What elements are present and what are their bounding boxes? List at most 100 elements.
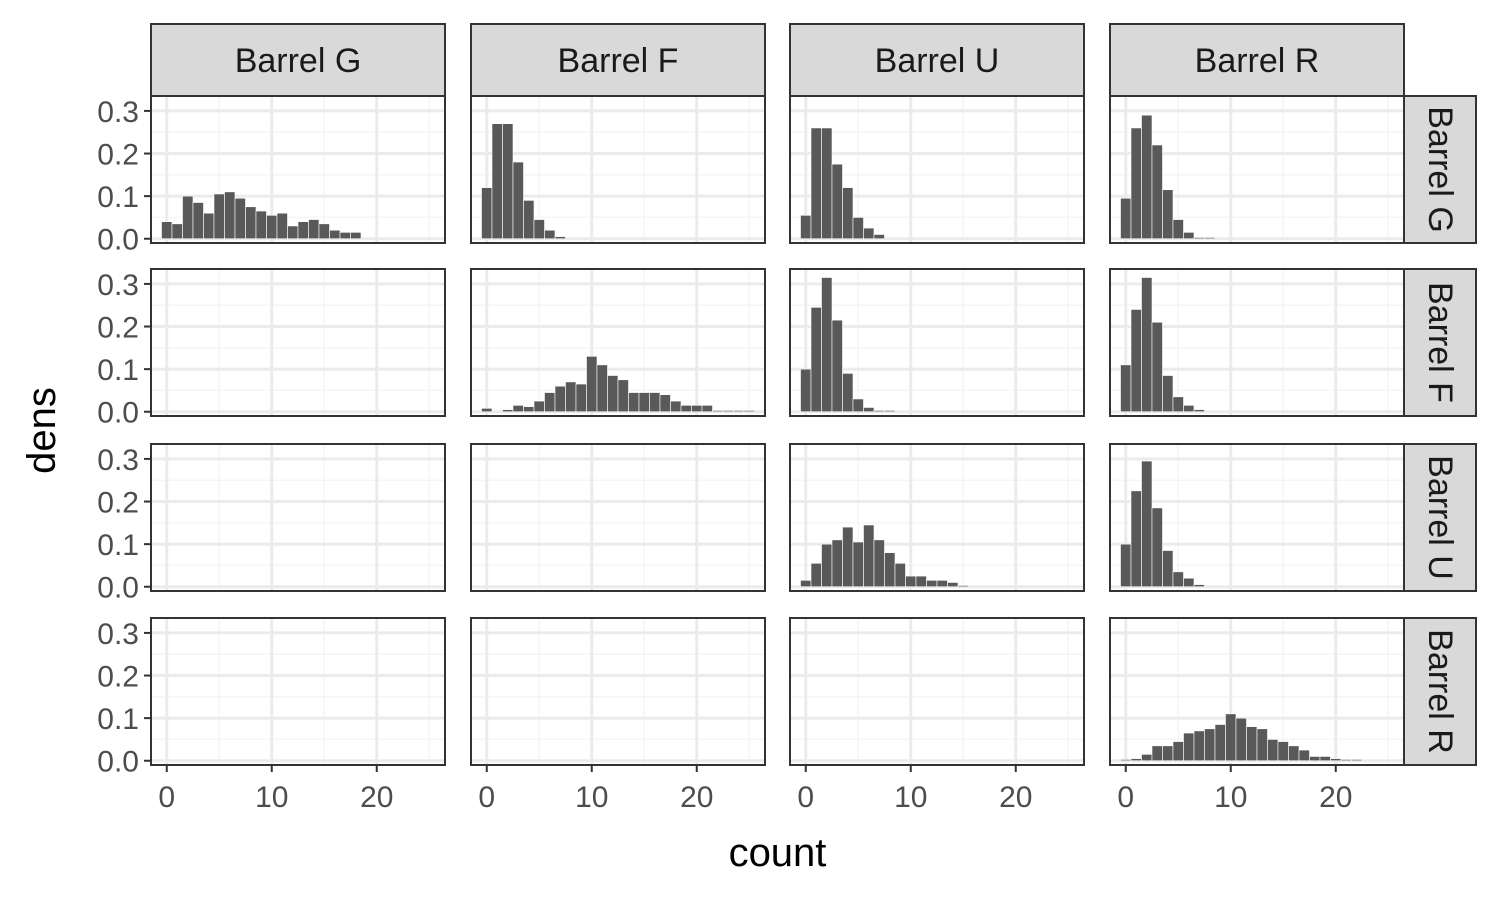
facet-panel: [1109, 268, 1405, 417]
histogram-bar: [213, 193, 225, 240]
y-axis-title: dens: [20, 387, 64, 474]
histogram-bar: [1172, 396, 1184, 413]
panel-border: [789, 268, 1085, 417]
facet-panel: [1109, 443, 1405, 592]
histogram-bar: [255, 210, 267, 240]
histogram-bar: [1162, 189, 1174, 240]
histogram-bar: [1309, 756, 1321, 762]
histogram-bar: [873, 234, 885, 240]
column-strip: [1109, 23, 1405, 97]
y-tick-label: 0.2: [97, 139, 139, 172]
histogram-bar: [203, 212, 215, 240]
histogram-bar: [1162, 550, 1174, 588]
histogram-bar: [266, 215, 278, 240]
y-tick-label: 0.1: [97, 703, 139, 736]
histogram-bar: [523, 406, 535, 413]
histogram-bar: [873, 539, 885, 588]
histogram-bar: [863, 227, 875, 240]
panel-background: [151, 269, 445, 416]
panel-border: [150, 95, 446, 244]
histogram-bar: [733, 410, 745, 413]
histogram-bar: [350, 232, 362, 240]
histogram-bar: [1277, 741, 1289, 762]
x-tick-label: 20: [680, 781, 713, 814]
histogram-bar: [1130, 127, 1142, 240]
y-tick-label: 0.0: [97, 746, 139, 779]
histogram-bar: [1214, 724, 1226, 762]
x-tick-label: 0: [478, 781, 495, 814]
histogram-bar: [308, 219, 320, 240]
histogram-bar: [1351, 759, 1363, 762]
histogram-bar: [554, 236, 566, 240]
y-tick-label: 0.3: [97, 269, 139, 302]
histogram-bar: [852, 541, 864, 588]
histogram-bar: [1130, 490, 1142, 588]
histogram-bar: [276, 212, 288, 240]
y-tick-label: 0.3: [97, 96, 139, 129]
panel-border: [470, 95, 766, 244]
panel-border: [1109, 617, 1405, 766]
facet-panel: [789, 617, 1085, 766]
row-strip: [1403, 443, 1477, 592]
y-tick-label: 0.3: [97, 444, 139, 477]
facet-panel: [1109, 617, 1405, 766]
histogram-bar: [701, 405, 713, 413]
histogram-bar: [1183, 405, 1195, 413]
histogram-bar: [1120, 364, 1132, 413]
histogram-bar: [821, 127, 833, 240]
x-tick-label: 10: [894, 781, 927, 814]
histogram-bar: [1193, 409, 1205, 413]
histogram-bar: [554, 385, 566, 413]
row-strip-label: Barrel U: [1421, 455, 1459, 580]
histogram-bar: [800, 368, 812, 413]
histogram-bar: [297, 221, 309, 240]
y-tick-label: 0.2: [97, 487, 139, 520]
x-tick-label: 0: [797, 781, 814, 814]
x-tick-label: 20: [360, 781, 393, 814]
histogram-bar: [1172, 741, 1184, 762]
column-strip: [470, 23, 766, 97]
histogram-bar: [1193, 584, 1205, 588]
panel-border: [789, 443, 1085, 592]
facet-panel: [1109, 95, 1405, 244]
histogram-bar: [810, 127, 822, 240]
histogram-bar: [1120, 197, 1132, 240]
histogram-bar: [575, 383, 587, 413]
y-tick-label: 0.3: [97, 618, 139, 651]
histogram-bar: [287, 225, 299, 240]
histogram-bar: [1141, 754, 1153, 762]
panel-background: [471, 444, 765, 591]
histogram-bar: [1120, 543, 1132, 588]
y-tick-label: 0.1: [97, 354, 139, 387]
histogram-bar: [1172, 571, 1184, 588]
histogram-bar: [821, 543, 833, 588]
histogram-bar: [1340, 759, 1352, 762]
histogram-bar: [1246, 726, 1258, 762]
histogram-bar: [712, 410, 724, 413]
x-tick-label: 10: [255, 781, 288, 814]
panel-border: [470, 617, 766, 766]
row-strip-label: Barrel G: [1421, 106, 1459, 233]
histogram-bar: [821, 277, 833, 413]
histogram-bar: [680, 405, 692, 413]
histogram-bar: [512, 405, 524, 413]
facet-panel: [150, 268, 446, 417]
histogram-bar: [1141, 277, 1153, 413]
facet-panel: [789, 443, 1085, 592]
histogram-bar: [852, 217, 864, 240]
histogram-bar: [224, 191, 236, 240]
histogram-bar: [1130, 309, 1142, 413]
x-tick-label: 10: [575, 781, 608, 814]
histogram-bar: [638, 392, 650, 413]
histogram-bar: [161, 221, 173, 240]
panel-border: [470, 268, 766, 417]
histogram-bar: [842, 187, 854, 240]
histogram-bar: [831, 319, 843, 413]
panel-border: [1109, 443, 1405, 592]
histogram-bar: [947, 582, 959, 588]
panel-border: [789, 95, 1085, 244]
histogram-bar: [565, 381, 577, 413]
histogram-bar: [1162, 745, 1174, 762]
histogram-bar: [722, 410, 734, 413]
